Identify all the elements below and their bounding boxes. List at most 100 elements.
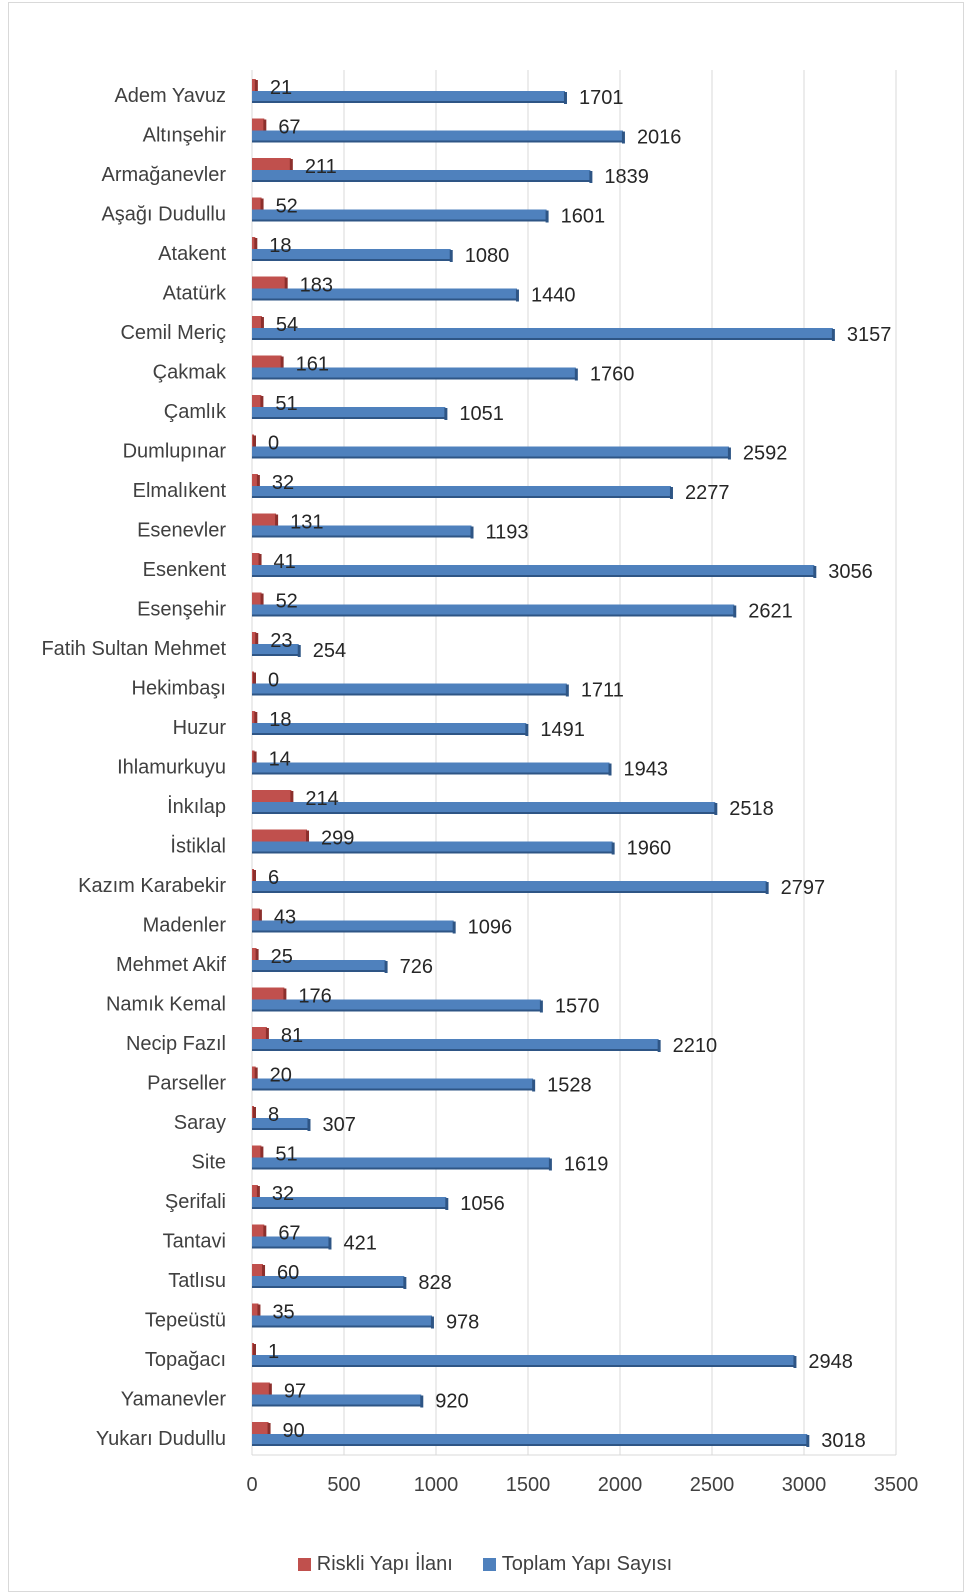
x-tick-label: 500 [327,1474,360,1496]
bar-toplam-side [545,210,549,223]
data-label-riskli: 211 [305,156,337,178]
x-tick-label: 1500 [506,1474,551,1496]
bar-riskli [252,592,262,605]
data-label-toplam: 2518 [729,798,774,820]
data-label-riskli: 51 [275,1144,297,1166]
bar-riskli-side [306,830,310,843]
data-label-riskli: 54 [276,314,298,336]
bar-toplam-edge [252,1246,330,1249]
data-label-toplam: 1601 [561,206,606,228]
data-label-riskli: 67 [278,1223,300,1245]
legend-item-toplam[interactable]: Toplam Yapı Sayısı [482,1553,672,1576]
bar-toplam-edge [252,298,517,301]
legend-item-riskli[interactable]: Riskli Yapı İlanı [297,1553,453,1576]
data-label-toplam: 1096 [468,917,513,939]
data-label-toplam: 1839 [604,166,649,188]
bar-toplam-edge [252,1049,659,1051]
bar-riskli-side [256,1186,260,1198]
bar-toplam-side [589,171,593,183]
bar-riskli-side [283,988,287,1001]
bar-riskli-side [263,119,267,132]
bar-toplam [252,1276,405,1288]
bar-toplam-side [444,408,448,420]
bar-toplam [252,1394,422,1407]
bar-riskli [252,632,257,644]
bar-riskli-side [267,1423,271,1435]
data-label-toplam: 1193 [486,522,529,544]
bar-riskli-side [256,475,260,487]
data-label-riskli: 183 [300,275,333,297]
bar-toplam [252,1315,432,1328]
category-label: Namık Kemal [106,994,226,1016]
bar-toplam-edge [252,496,671,498]
bar-toplam-side [548,1158,552,1171]
bar-toplam-side [539,1000,543,1013]
bar-toplam [252,525,472,538]
bar-toplam-edge [252,456,729,459]
bar-toplam [252,1039,659,1051]
data-label-riskli: 23 [270,630,292,652]
bar-toplam-side [515,289,519,302]
bar-riskli [252,1027,267,1039]
category-label: Atatürk [163,283,227,305]
category-label: Necip Fazıl [126,1033,226,1055]
data-label-toplam: 2797 [781,877,826,899]
bar-toplam-side [714,803,718,815]
category-label: Madenler [143,915,227,937]
bar-toplam-edge [252,851,613,854]
bar-riskli [252,1145,262,1158]
bar-riskli [252,1185,258,1197]
bar-toplam-side [813,566,817,578]
data-label-toplam: 2948 [808,1351,853,1373]
data-label-toplam: 1051 [459,403,504,425]
bar-toplam-edge [252,1325,432,1328]
data-label-riskli: 6 [268,867,279,889]
bar-riskli [252,948,257,960]
bar-toplam-side [307,1119,311,1131]
data-label-toplam: 421 [343,1233,376,1255]
data-label-toplam: 1528 [547,1075,592,1097]
bar-toplam-side [420,1395,424,1408]
category-label: Altınşehir [143,125,227,147]
bar-toplam-edge [252,535,472,538]
data-label-riskli: 32 [272,1183,294,1205]
data-label-riskli: 214 [305,788,338,810]
data-label-riskli: 81 [281,1025,303,1047]
bar-toplam [252,91,565,103]
bar-toplam-edge [252,219,547,222]
bar-riskli [252,316,262,328]
bar-toplam-side [525,724,529,736]
bar-riskli [252,1382,270,1395]
bar-toplam-edge [252,1207,447,1209]
data-label-riskli: 1 [268,1341,279,1363]
bar-riskli-side [253,1344,256,1356]
category-label: Atakent [158,243,226,265]
x-tick-label: 2000 [598,1474,643,1496]
bar-riskli-side [260,317,264,329]
bar-toplam [252,130,623,143]
category-label: Adem Yavuz [114,85,226,107]
data-label-riskli: 51 [275,393,297,415]
bar-toplam-side [608,763,612,776]
data-label-toplam: 978 [446,1312,479,1334]
bar-riskli [252,276,286,289]
bar-toplam [252,723,527,735]
bar-riskli-side [260,396,264,408]
category-label: Dumlupınar [123,441,227,463]
data-label-toplam: 1943 [624,759,669,781]
data-label-riskli: 8 [268,1104,279,1126]
bar-riskli-side [262,1265,266,1277]
bar-riskli-side [253,1107,256,1119]
bar-toplam-edge [252,1365,795,1367]
bar-toplam [252,209,547,222]
bar-toplam-side [297,645,301,657]
bar-riskli [252,711,256,723]
bar-toplam-side [669,487,673,499]
bar-toplam-edge [252,733,527,735]
bar-toplam-edge [252,930,454,933]
bar-toplam-edge [252,417,446,419]
bar-toplam [252,920,454,933]
bar-riskli [252,355,282,368]
bar-riskli-side [257,1304,261,1317]
